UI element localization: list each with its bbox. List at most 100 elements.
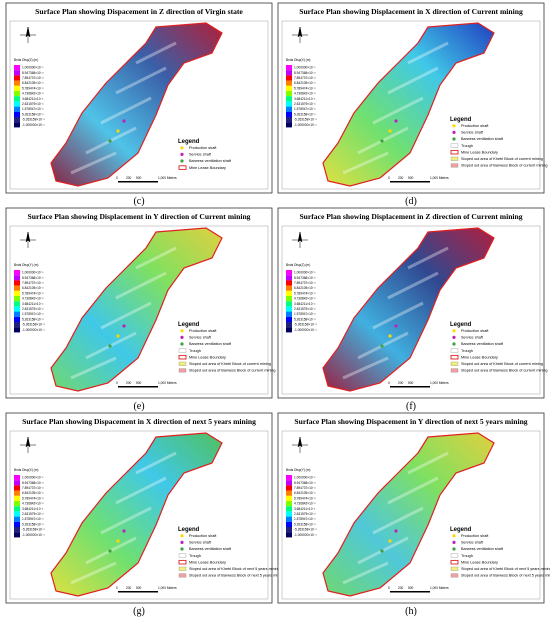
scale-label: 200 [398,381,404,385]
colorbar-swatch [286,490,292,496]
legend-label: Service shaft [461,131,484,135]
panel-title: Surface Plan showing Displacement in X d… [299,7,523,16]
scale-label: 1,000 Meters [158,381,177,385]
colorbar-swatch [14,490,20,496]
scale-label: 1,000 Meters [430,381,449,385]
legend-marker [178,566,187,571]
colorbar-swatch [286,506,292,512]
mine-area [322,22,495,187]
colorbar-tick-label: 5.789474×10⁻² [294,496,315,500]
north-arrow [292,26,308,43]
colorbar-swatch [286,101,292,107]
colorbar-swatch [14,96,20,102]
shaft-marker [380,344,384,348]
legend-label: Mine Lease Boundary [189,355,226,359]
map-panel: Surface Plan showing Dispacement in X di… [5,412,284,604]
colorbar-swatch [286,475,292,481]
colorbar-tick-label: -1.000000×10⁻¹ [22,533,45,537]
colorbar-swatch [14,521,20,527]
colorbar-swatch [286,106,292,112]
colorbar-tick-label: 8.947368×10⁻² [294,276,315,280]
legend-label: Trough [461,554,473,558]
colorbar-swatch [286,316,292,322]
shaft-marker [116,129,120,133]
legend-label: Stoped out area of Khetri Block of next … [189,567,280,571]
legend-marker [450,559,459,565]
colorbar-tick-label: 7.894737×10⁻² [294,281,315,285]
colorbar-swatch [286,290,292,296]
legend-label: Mine Lease Boundary [189,560,226,564]
colorbar-tick-label: 8.947368×10⁻² [22,276,43,280]
panel-title: Surface Plan showing Displacement in Z d… [299,212,522,221]
colorbar-swatch [14,506,20,512]
shaft-marker [122,324,126,328]
legend-marker [450,348,459,353]
mine-texture [342,41,449,175]
colorbar-swatch [286,80,292,86]
legend-marker [178,165,187,170]
colorbar-swatch [286,527,292,533]
colorbar-tick-label: 4.736842×10⁻² [294,502,315,506]
colorbar-tick-label: -5.263158×10⁻³ [22,323,45,327]
colorbar-tick-label: 4.736842×10⁻² [22,92,43,96]
legend-title: Legend [450,322,472,328]
map-frame [281,430,541,600]
legend-marker [178,348,187,353]
panel-caption: (f) [406,401,416,412]
colorbar-swatch [286,65,292,71]
colorbar-tick-label: 5.263158×10⁻³ [294,112,315,116]
colorbar-tick-label: 5.789474×10⁻² [22,86,43,90]
shaft-marker [108,139,112,143]
colorbar-swatch [286,122,292,128]
colorbar-tick-label: -5.263158×10⁻³ [294,528,317,532]
scale-label: 200 [126,176,132,180]
legend-label: Trough [461,144,473,148]
colorbar-swatch [14,280,20,286]
legend-marker [180,146,184,150]
legend-marker [178,361,187,366]
shaft-marker [116,334,120,338]
map-frame [9,225,269,395]
legend-label: Stoped out area of Barwess Block of curr… [189,369,276,373]
scale-label: 200 [126,586,132,590]
north-arrow [20,26,36,43]
colorbar-tick-label: 3.684211×10⁻² [22,302,43,306]
colorbar-tick-label: 1.578947×10⁻² [22,107,43,111]
panel-title: Surface Plan showing Dispacement in Y di… [294,417,527,426]
legend-label: Trough [189,349,201,353]
colorbar-tick-label: 6.842105×10⁻² [294,286,315,290]
legend-title: Legend [178,527,200,533]
panel-caption: (e) [133,401,144,412]
colorbar-tick-label: 1.000000×10⁻¹ [294,476,315,480]
legend-label: Production shaft [189,329,217,333]
colorbar-tick-label: 7.894737×10⁻² [22,281,43,285]
colorbar-tick-label: 6.842105×10⁻² [22,491,43,495]
colorbar-tick-label: 3.684211×10⁻² [294,97,315,101]
colorbar-tick-label: 7.894737×10⁻² [294,76,315,80]
colorbar-tick-label: 5.263158×10⁻³ [294,522,315,526]
legend-label: Stoped out area of Barwess Block of curr… [461,164,548,168]
colorbar-swatch [14,70,20,76]
colorbar-tick-label: -5.263158×10⁻³ [294,118,317,122]
legend-marker [452,137,456,141]
legend-label: Production shaft [461,124,489,128]
colorbar-swatch [14,122,20,128]
legend-marker [450,361,459,366]
colorbar-tick-label: 2.631579×10⁻² [22,512,43,516]
colorbar-tick-label: 5.789474×10⁻² [22,496,43,500]
mine-area [50,432,223,597]
shaft-marker [116,539,120,543]
panel-title: Surface Plan showing Dispacement in X di… [22,417,256,426]
colorbar-label: Bnds Disp(X) (m) [286,58,310,62]
legend-label: Service shaft [461,336,484,340]
legend-label: Production shaft [189,146,217,150]
legend-marker [452,342,456,346]
colorbar-tick-label: 1.000000×10⁻¹ [294,66,315,70]
scale-label: 500 [408,381,414,385]
scale-label: 500 [136,586,142,590]
mine-texture [70,246,177,380]
scale-label: 0 [388,381,390,385]
colorbar-swatch [286,96,292,102]
legend-label: Barwess ventilation shaft [461,342,504,346]
map-panel: Surface Plan showing Displacement in X d… [277,2,548,194]
